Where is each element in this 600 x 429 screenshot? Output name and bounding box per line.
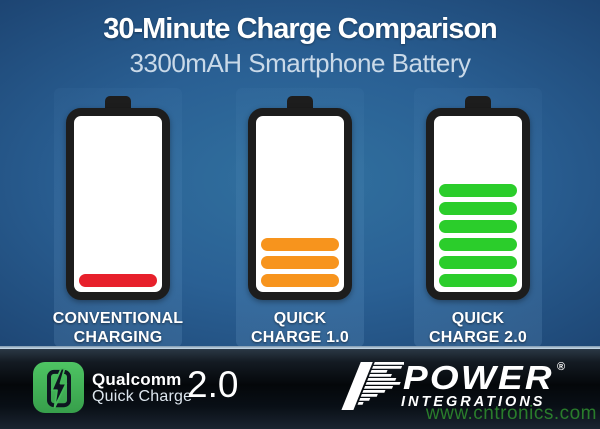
quick-charge-version: 2.0: [187, 364, 239, 405]
registered-trademark-symbol: ®: [557, 361, 566, 373]
battery-outline-icon: [66, 108, 170, 300]
charge-bar: [261, 274, 339, 287]
striped-p-speed-lines-icon: [341, 362, 404, 410]
charge-bar: [439, 184, 517, 197]
charge-bars: [439, 121, 517, 287]
battery-label: CONVENTIONAL CHARGING: [38, 309, 198, 347]
charge-bar: [439, 274, 517, 287]
watermark-text: www.cntronics.com: [425, 403, 597, 424]
battery-label-line1: QUICK: [451, 310, 505, 327]
battery-bolt-glyph: [46, 367, 71, 408]
battery-label-line2: CHARGE 1.0: [250, 329, 350, 346]
charge-bar: [79, 274, 157, 287]
charge-bar: [261, 256, 339, 269]
battery-outline-icon: [248, 108, 352, 300]
charge-bars: [79, 121, 157, 287]
qualcomm-brand-text: Qualcomm: [92, 370, 182, 389]
battery-label-line1: QUICK: [273, 310, 327, 327]
power-integrations-name: POWER: [403, 359, 554, 396]
battery-quick-charge-1: QUICK CHARGE 1.0: [220, 96, 380, 347]
footer-divider-line: [0, 346, 600, 349]
battery-label-line2: CHARGING: [73, 329, 163, 346]
footer-band: [0, 349, 600, 429]
charge-bar: [439, 256, 517, 269]
charge-bars: [261, 121, 339, 287]
battery-label: QUICK CHARGE 1.0: [220, 309, 380, 347]
page-title: 30-Minute Charge Comparison: [103, 13, 498, 45]
charge-bar: [261, 238, 339, 251]
charge-bar: [439, 220, 517, 233]
charge-bar: [439, 202, 517, 215]
battery-label: QUICK CHARGE 2.0: [398, 309, 558, 347]
battery-outline-icon: [426, 108, 530, 300]
battery-label-line1: CONVENTIONAL: [52, 310, 184, 327]
charge-bar: [439, 238, 517, 251]
quick-charge-battery-bolt-icon: [33, 362, 84, 413]
battery-quick-charge-2: QUICK CHARGE 2.0: [398, 96, 558, 347]
page-subtitle: 3300mAH Smartphone Battery: [129, 48, 471, 78]
quick-charge-product-text: Quick Charge: [92, 388, 193, 405]
battery-conventional: CONVENTIONAL CHARGING: [38, 96, 198, 347]
battery-label-line2: CHARGE 2.0: [428, 329, 528, 346]
power-integrations-subname: INTEGRATIONS: [401, 394, 546, 410]
